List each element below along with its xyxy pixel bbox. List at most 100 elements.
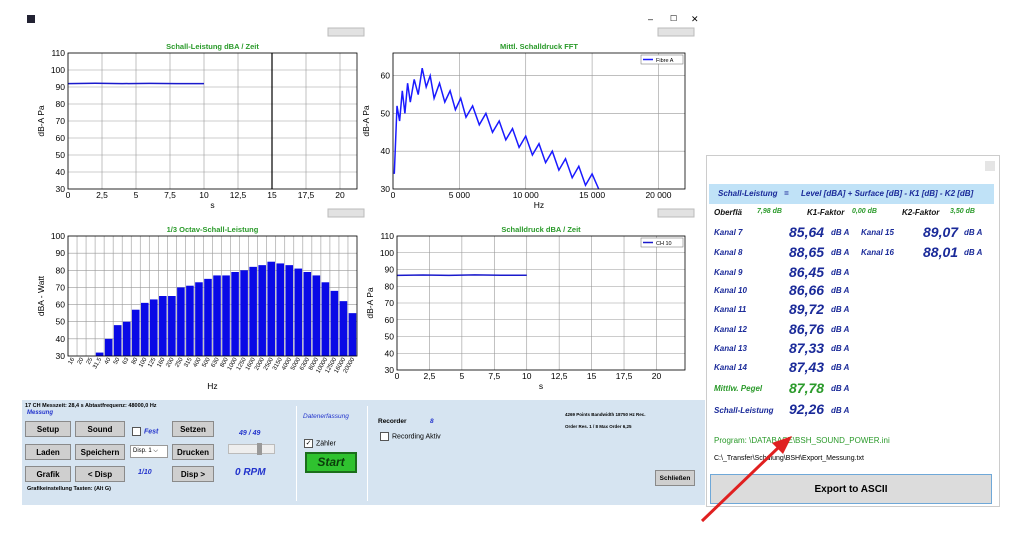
formula-bar: Schall-Leistung = Level [dBA] + Surface …	[709, 184, 994, 204]
button[interactable]: Sound	[75, 421, 125, 437]
checkbox-fest[interactable]: Fest	[132, 427, 158, 436]
x-tick-label: 15	[267, 190, 277, 200]
legend-box	[640, 237, 684, 248]
charts: Schall-Leistung dBA / Zeit30405060708090…	[36, 27, 695, 391]
unit: dB A	[831, 384, 850, 393]
x-tick-label: 63	[122, 356, 131, 365]
y-tick-label: 90	[385, 265, 395, 275]
points: 4269 Points Bandwidth 18750 Hz Rec.	[565, 412, 646, 417]
x-tick-label: 800	[220, 356, 231, 368]
button[interactable]: Setup	[25, 421, 71, 437]
close-button[interactable]: Schließen	[655, 470, 695, 486]
x-tick-label: 5	[134, 190, 139, 200]
y-axis-label: dB-A Pa	[36, 105, 46, 136]
maximize[interactable]: ☐	[670, 14, 678, 23]
channel-value: 89,07	[923, 224, 959, 240]
x-tick-label: 80	[131, 356, 140, 365]
channel-unit: dB A	[831, 248, 850, 257]
channel-value: 88,01	[923, 244, 959, 260]
channel-unit: dB A	[831, 363, 850, 372]
plot-border	[396, 235, 686, 371]
channel-unit: dB A	[831, 268, 850, 277]
bar	[321, 282, 330, 356]
bar	[249, 266, 257, 356]
close-box[interactable]	[985, 161, 995, 171]
button[interactable]: Laden	[25, 444, 71, 460]
checkbox-counter[interactable]: ✓ Zähler	[304, 439, 336, 448]
button[interactable]: Drucken	[172, 444, 214, 460]
y-tick-label: 70	[385, 298, 395, 308]
x-tick-label: 315	[183, 356, 194, 368]
x-tick-label: 20 000	[645, 190, 671, 200]
bar	[231, 272, 239, 356]
y-tick-label: 40	[56, 334, 66, 344]
button[interactable]: Setzen	[172, 421, 214, 437]
y-tick-label: 40	[56, 167, 66, 177]
plot-border	[392, 52, 686, 190]
minimize[interactable]: –	[648, 14, 654, 24]
y-axis-label: dB-A Pa	[361, 105, 371, 136]
bar	[285, 265, 294, 356]
bar	[213, 275, 221, 356]
y-tick-label: 110	[380, 231, 394, 241]
button[interactable]: < Disp	[75, 466, 125, 482]
acq-label: Datenerfassung	[303, 413, 349, 420]
channel-unit: dB A	[831, 305, 850, 314]
y-tick-label: 90	[56, 82, 66, 92]
y-tick-label: 70	[56, 282, 66, 292]
button[interactable]: Disp >	[172, 466, 214, 482]
program: Program: \DATABASE\BSH_SOUND_POWER.ini	[714, 436, 890, 445]
x-tick-label: 31,5	[92, 356, 103, 370]
y-tick-label: 70	[56, 116, 66, 126]
x-tick-label: 7,5	[164, 190, 176, 200]
bar	[204, 278, 212, 356]
x-tick-label: 12,5	[551, 371, 568, 381]
button[interactable]: Grafik	[25, 466, 71, 482]
plot-area	[393, 53, 685, 189]
x-tick-label: 20	[77, 356, 86, 365]
x-tick-label: 12,5	[230, 190, 247, 200]
surface: 7,98 dB	[757, 208, 782, 215]
slider[interactable]	[228, 443, 275, 455]
bar	[339, 301, 348, 356]
bar	[222, 275, 230, 356]
close-window[interactable]: ✕	[691, 14, 699, 24]
x-tick-label: 7,5	[488, 371, 500, 381]
bar	[258, 265, 266, 356]
checkbox-recording[interactable]: Recording Aktiv	[380, 432, 441, 441]
x-tick-label: 250	[174, 356, 185, 368]
channel-name: Kanal 12	[714, 325, 747, 334]
k2-label: K2-Faktor	[902, 208, 940, 217]
x-tick-label: 0	[66, 190, 71, 200]
path: C:\_Transfer\Schulung\BSH\Export_Messung…	[714, 455, 864, 462]
display-select[interactable]: Disp. 1 ⌵	[130, 445, 168, 458]
button[interactable]: Speichern	[75, 444, 125, 460]
export-button[interactable]: Export to ASCII	[710, 474, 992, 504]
label: Recording Aktiv	[392, 433, 441, 441]
x-tick-label: 5 000	[449, 190, 471, 200]
k1: 0,00 dB	[852, 208, 877, 215]
surface-label: Oberflä	[714, 208, 743, 217]
x-tick-label: 200	[165, 356, 176, 368]
x-tick-label: 160	[156, 356, 167, 368]
plot-border	[67, 52, 358, 190]
mean: 87,78	[789, 380, 825, 396]
channel-value: 89,72	[789, 301, 825, 317]
channel-value: 86,66	[789, 282, 825, 298]
y-tick-label: 90	[56, 248, 66, 258]
x-tick-label: 17,5	[616, 371, 633, 381]
bar	[267, 261, 275, 356]
chart: Mittl. Schalldruck FFT 30 40 50 60 0 5 000 10 0…	[361, 42, 686, 210]
y-tick-label: 30	[56, 351, 66, 361]
order: Order Res. 1 / 8 Max Order 6,25	[565, 424, 632, 429]
x-tick-label: 17,5	[298, 190, 315, 200]
y-tick-label: 50	[56, 150, 66, 160]
start-button[interactable]: Start	[305, 452, 357, 473]
bar	[122, 321, 131, 356]
bar	[95, 352, 104, 356]
y-tick-label: 50	[385, 332, 395, 342]
chart-title: Mittl. Schalldruck FFT	[500, 42, 578, 51]
plot-border	[67, 235, 358, 357]
x-tick-label: 630	[211, 356, 222, 368]
x-tick-label: 500	[202, 356, 213, 368]
